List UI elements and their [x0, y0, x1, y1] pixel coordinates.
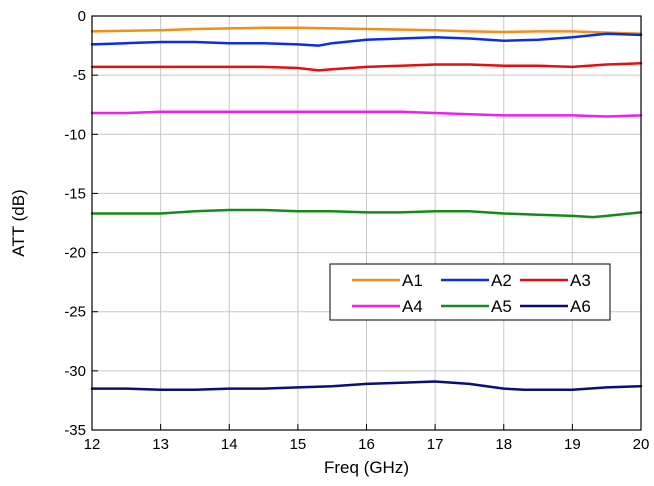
- legend-label-a5: A5: [491, 297, 512, 316]
- y-tick-label: 0: [78, 8, 86, 25]
- legend-label-a4: A4: [402, 297, 423, 316]
- legend-label-a1: A1: [402, 271, 423, 290]
- series-line-a3: [90, 62, 643, 72]
- x-axis-title: Freq (GHz): [324, 458, 409, 477]
- legend-label-a3: A3: [570, 271, 591, 290]
- x-tick-label: 12: [84, 436, 101, 453]
- x-tick-label: 20: [633, 436, 650, 453]
- series-lines: [90, 26, 643, 392]
- x-tick-label: 18: [495, 436, 512, 453]
- y-tick-label: -20: [64, 245, 86, 262]
- x-tick-label: 17: [427, 436, 444, 453]
- grid-lines: [91, 15, 642, 431]
- legend: A1 A2 A3 A4 A5 A6: [329, 263, 611, 321]
- y-axis-title: ATT (dB): [9, 189, 28, 256]
- y-tick-label: -15: [64, 185, 86, 202]
- y-tick-label: -35: [64, 422, 86, 439]
- series-line-a5: [90, 208, 643, 219]
- legend-label-a6: A6: [570, 297, 591, 316]
- y-tick-label: -30: [64, 363, 86, 380]
- legend-label-a2: A2: [491, 271, 512, 290]
- legend-box: [329, 263, 611, 321]
- x-tick-label: 15: [290, 436, 307, 453]
- y-tick-label: -25: [64, 304, 86, 321]
- series-line-a2: [90, 32, 643, 47]
- x-tick-label: 14: [221, 436, 238, 453]
- x-tick-label: 13: [152, 436, 169, 453]
- series-line-a6: [90, 380, 643, 392]
- series-line-a1: [90, 26, 643, 35]
- x-tick-label: 16: [358, 436, 375, 453]
- series-line-a4: [90, 110, 643, 118]
- x-tick-label: 19: [564, 436, 581, 453]
- y-tick-label: -5: [73, 67, 86, 84]
- axis-ticks: 12 13 14 15 16 17 18 19 20 0 -5 -10 -15 -20 -25 -30 -35: [64, 8, 649, 453]
- y-tick-label: -10: [64, 126, 86, 143]
